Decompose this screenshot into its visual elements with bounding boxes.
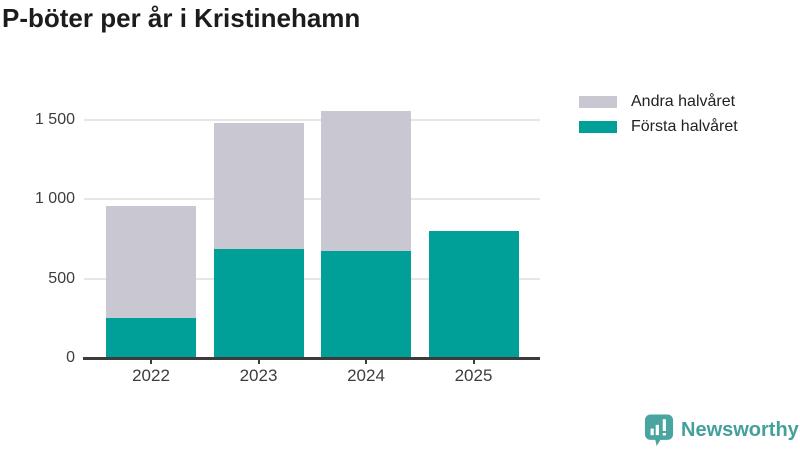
legend-label: Andra halvåret [631, 92, 736, 110]
y-axis-tick-label: 1 500 [34, 111, 75, 129]
chart-title: P-böter per år i Kristinehamn [2, 3, 361, 33]
bar-segment-f-rsta-halv-ret [321, 250, 411, 358]
legend: Andra halvåret Första halvåret [579, 92, 738, 144]
brand-name: Newsworthy [681, 418, 799, 441]
bar-segment-andra-halv-ret [106, 205, 196, 319]
gridline [84, 119, 540, 122]
bar-segment-andra-halv-ret [321, 110, 411, 251]
legend-item-andra-halvaret: Andra halvåret [579, 92, 738, 110]
x-axis-tick-label: 2022 [132, 366, 170, 385]
x-axis-line [83, 356, 540, 360]
x-axis-tick-label: 2023 [239, 366, 278, 385]
legend-label: Första halvåret [631, 117, 738, 135]
legend-swatch [579, 95, 617, 108]
x-axis-tick [365, 358, 367, 364]
legend-swatch [579, 120, 617, 133]
bar-segment-andra-halv-ret [213, 123, 304, 249]
y-axis-tick-label: 1 000 [34, 190, 75, 208]
x-axis-tick-label: 2025 [454, 366, 493, 385]
bar-segment-f-rsta-halv-ret [106, 318, 196, 358]
bar-chart-speech-bubble-icon [644, 414, 674, 446]
gridline [84, 198, 540, 201]
y-axis-tick-label: 0 [66, 349, 75, 366]
x-axis-tick [150, 358, 152, 364]
gridline [84, 277, 540, 280]
legend-item-forsta-halvaret: Första halvåret [579, 117, 738, 135]
y-axis-tick-label: 500 [48, 269, 75, 287]
bar-segment-f-rsta-halv-ret [213, 248, 304, 358]
x-axis-tick [472, 358, 475, 364]
x-axis-tick-label: 2024 [347, 366, 385, 385]
brand-footer: Newsworthy [644, 413, 799, 447]
x-axis-tick [257, 358, 260, 364]
bar-segment-f-rsta-halv-ret [428, 231, 519, 358]
